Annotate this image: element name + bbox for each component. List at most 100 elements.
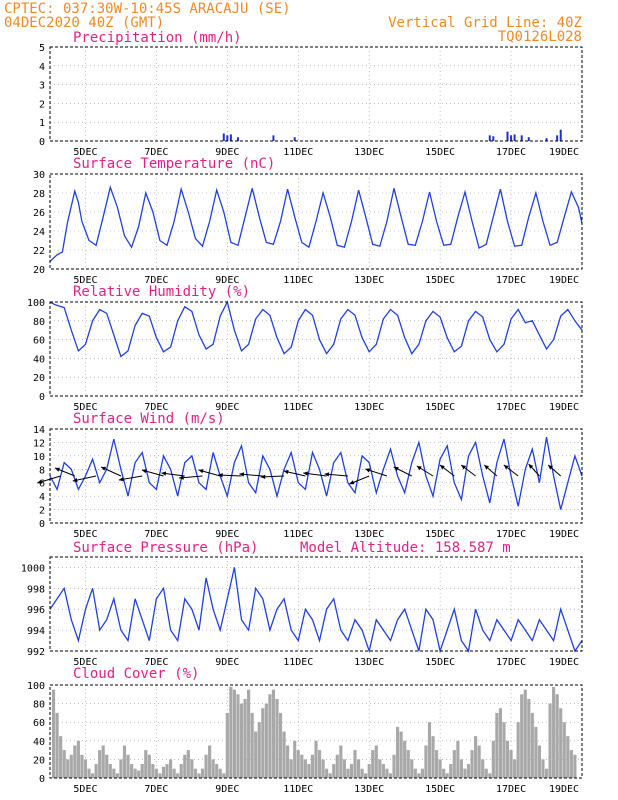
cloud-bar <box>520 694 524 778</box>
cloud-bar <box>247 689 251 778</box>
cloud-bar <box>303 759 307 778</box>
cloud-bar <box>530 712 534 778</box>
wind-vector-head <box>503 465 509 470</box>
cloud-bar <box>399 731 403 778</box>
cloud-bar <box>364 773 368 778</box>
cloud-bar <box>51 689 56 778</box>
cloud-bar <box>488 773 492 778</box>
cloud-bar <box>215 764 219 778</box>
x-tick-label: 17DEC <box>496 784 526 795</box>
cloud-bar <box>498 708 502 778</box>
cloud-bar <box>385 768 389 778</box>
wind-vector-head <box>161 471 167 476</box>
cloud-bar <box>275 698 279 778</box>
precip-bar <box>272 135 275 141</box>
cloud-bar <box>133 768 137 778</box>
cloud-bar <box>406 750 410 778</box>
cloud-bar <box>232 689 236 778</box>
cloud-bar <box>254 731 258 778</box>
cloud-bar <box>332 764 336 778</box>
cloud-bar <box>243 698 247 778</box>
precip-bar <box>226 135 229 141</box>
panel-title: Surface Pressure (hPa) <box>73 540 258 556</box>
cloud-bar <box>346 768 350 778</box>
precip-bar <box>545 138 548 141</box>
y-tick-label: 992 <box>27 647 45 658</box>
x-tick-label: 9DEC <box>215 784 239 795</box>
cloud-bar <box>438 759 442 778</box>
series-line <box>49 567 583 654</box>
cloud-bar <box>474 736 478 778</box>
cloud-bar <box>261 708 265 778</box>
y-tick-label: 80 <box>33 700 45 711</box>
cloud-bar <box>435 750 439 778</box>
cloud-bar <box>307 764 311 778</box>
cloud-bar <box>112 768 116 778</box>
wind-vector-head <box>101 466 107 471</box>
y-tick-label: 20 <box>33 373 45 384</box>
cloud-bar <box>484 768 488 778</box>
cloud-bar <box>183 754 187 778</box>
cloud-bar <box>190 759 194 778</box>
y-tick-label: 5 <box>39 43 45 54</box>
cloud-bar <box>371 750 375 778</box>
x-tick-label: 11DEC <box>283 147 313 158</box>
precip-bar <box>222 133 225 141</box>
x-tick-label: 7DEC <box>144 275 168 286</box>
x-tick-label: 9DEC <box>215 657 239 668</box>
x-tick-label: 5DEC <box>73 784 97 795</box>
cloud-bar <box>161 766 166 778</box>
y-tick-label: 20 <box>33 265 45 276</box>
cloud-bar <box>505 740 510 778</box>
cloud-bar <box>470 750 474 778</box>
series-line <box>49 185 583 262</box>
cloud-bar <box>137 770 141 778</box>
panel-1: 0 1 2 3 4 5 5DEC 7DEC 9DEC 11DEC 13DEC 15DEC 17DEC 19… <box>39 30 583 158</box>
cloud-bar <box>328 773 332 778</box>
cloud-bar <box>381 764 385 778</box>
cloud-bar <box>353 750 357 778</box>
cloud-bar <box>186 750 190 778</box>
cloud-bar <box>126 754 130 778</box>
cloud-bar <box>300 754 304 778</box>
y-tick-label: 100 <box>27 298 45 309</box>
cloud-bar <box>211 759 215 778</box>
panel-5: 992 994 996 998 1000 5DEC 7DEC 9DEC 11DEC 13DEC 15… <box>21 540 583 668</box>
wind-vector-head <box>55 467 60 472</box>
panel-frame <box>49 46 583 142</box>
panel-title: Surface Temperature (nC) <box>73 156 275 172</box>
x-tick-label: 19DEC <box>549 275 579 286</box>
x-tick-label: 13DEC <box>354 529 384 540</box>
wind-vector-head <box>349 480 355 485</box>
precip-bar <box>527 137 530 141</box>
cloud-bar <box>541 759 545 778</box>
x-tick-label: 9DEC <box>215 529 239 540</box>
x-tick-label: 7DEC <box>144 657 168 668</box>
cloud-bar <box>481 759 485 778</box>
x-tick-label: 11DEC <box>283 275 313 286</box>
cloud-bar <box>374 745 378 778</box>
x-tick-label: 5DEC <box>73 529 97 540</box>
wind-vector-head <box>260 474 266 479</box>
x-tick-label: 5DEC <box>73 657 97 668</box>
cloud-bar <box>179 764 183 778</box>
x-tick-label: 15DEC <box>425 657 455 668</box>
wind-vector-head <box>416 466 422 471</box>
x-tick-label: 17DEC <box>496 529 526 540</box>
y-tick-label: 0 <box>39 774 45 785</box>
panel-title: Surface Wind (m/s) <box>73 411 225 427</box>
precip-bar <box>492 136 495 141</box>
cloud-bar <box>431 736 435 778</box>
wind-vector-head <box>179 475 184 480</box>
cloud-bar <box>410 759 414 778</box>
cloud-bar <box>559 708 563 778</box>
cloud-bar <box>268 694 272 778</box>
x-tick-label: 11DEC <box>283 529 313 540</box>
cloud-bar <box>555 694 559 778</box>
cloud-bar <box>115 773 119 778</box>
y-tick-label: 0 <box>39 137 45 148</box>
cloud-bar <box>169 759 173 778</box>
wind-vector-head <box>439 465 445 470</box>
cloud-bar <box>236 694 240 778</box>
y-tick-label: 0 <box>39 392 45 403</box>
